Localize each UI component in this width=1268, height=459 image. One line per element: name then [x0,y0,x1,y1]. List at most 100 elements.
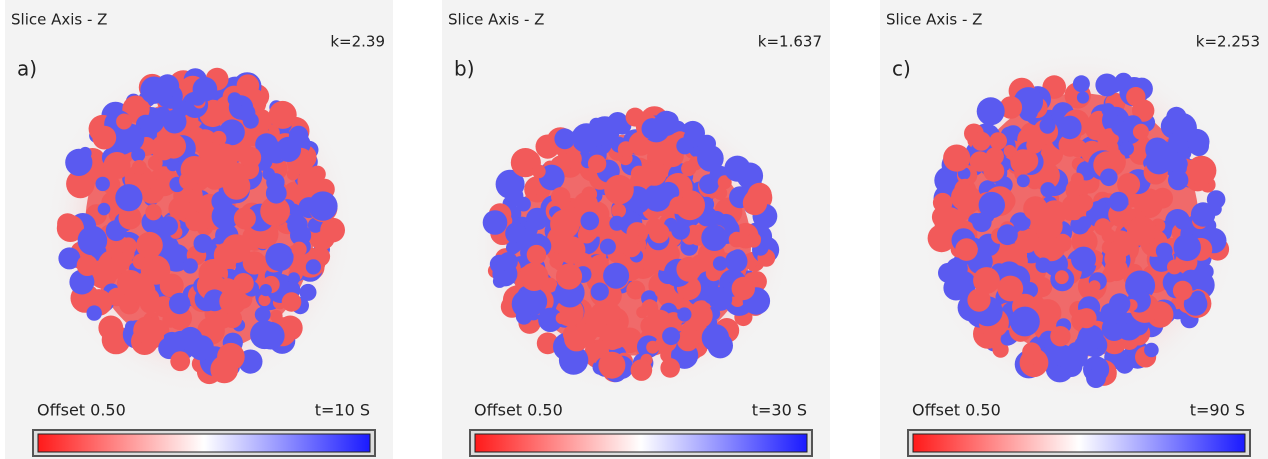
blob [214,243,239,268]
blob [1086,368,1106,388]
blob [631,359,653,381]
offset-label: Offset 0.50 [474,401,563,420]
colorbar [913,434,1245,452]
blob [1187,156,1217,186]
blob [642,161,667,186]
blob [520,288,547,315]
blob [1073,75,1090,92]
blob [681,161,696,176]
blob [701,225,727,251]
blob [78,226,108,256]
blob [98,203,111,216]
blob [288,272,300,284]
blob [564,326,589,351]
time-label: t=30 S [752,401,807,420]
panel-title: Slice Axis - Z [886,11,982,29]
blob [1145,138,1169,162]
blob [1174,213,1190,229]
blob [1097,133,1111,147]
blob [1144,343,1159,358]
blob [662,327,680,345]
blob [669,197,687,215]
blob [649,223,670,244]
blob [1058,116,1082,140]
blob [162,312,178,328]
blob [973,267,1000,294]
blob [194,234,213,253]
panel-label: b) [454,57,475,81]
blob [604,175,634,205]
blob [1076,194,1093,211]
blob [120,237,137,254]
blob [115,184,142,211]
blob [551,187,570,206]
blob [977,97,1005,125]
blob [520,262,549,291]
blob [989,132,1007,150]
blob [170,351,190,371]
blob [1089,280,1101,292]
blob [287,215,308,236]
slice-image [45,55,355,395]
blob [743,191,767,215]
blob [1152,188,1173,209]
figure: Slice Axis - Zk=2.39a)Offset 0.50t=10 S S… [0,0,1268,459]
k-value: k=2.39 [330,33,385,51]
panel: Slice Axis - Zk=1.637b)Offset 0.50t=30 S [442,0,830,459]
blob [655,284,669,298]
blob [588,155,606,173]
blob [702,324,729,351]
slice-image [920,50,1240,400]
blob [234,207,256,229]
blob [724,156,750,182]
blob [746,233,761,248]
blob [676,257,701,282]
blob [713,256,728,271]
blob [607,112,628,133]
blob [163,110,187,134]
blob [156,74,179,97]
panel-label: c) [892,57,911,81]
blob [1077,91,1089,103]
blob [558,236,586,264]
blob [1095,74,1118,97]
blob [1015,228,1040,253]
blob [255,307,271,323]
blob [1022,342,1041,361]
blob [116,114,132,130]
blob [677,307,691,321]
blob [240,147,262,169]
blob [87,305,102,320]
blob [238,104,256,122]
blob [1071,173,1084,186]
blob [600,239,616,255]
blob [1116,355,1134,373]
blob [266,183,287,204]
blob [1055,270,1069,284]
blob [1040,182,1055,197]
panel: Slice Axis - Zk=2.253c)Offset 0.50t=90 S [880,0,1268,459]
blob [243,251,266,274]
blob [185,212,205,232]
blob [618,141,634,157]
blob [1191,202,1215,226]
blob [598,352,625,379]
blob [1100,169,1118,187]
blob [627,233,640,246]
blob [1037,213,1063,239]
k-value: k=1.637 [758,33,822,51]
blob [300,284,317,301]
blob [506,187,523,204]
blob [1109,293,1130,314]
blob [308,191,337,220]
blob [292,242,307,257]
blob [604,326,627,349]
offset-label: Offset 0.50 [37,401,126,420]
blob [77,255,98,276]
blob [1115,76,1131,92]
blob [1167,260,1182,275]
blob [671,221,690,240]
blob [506,241,519,254]
blob [145,204,161,220]
